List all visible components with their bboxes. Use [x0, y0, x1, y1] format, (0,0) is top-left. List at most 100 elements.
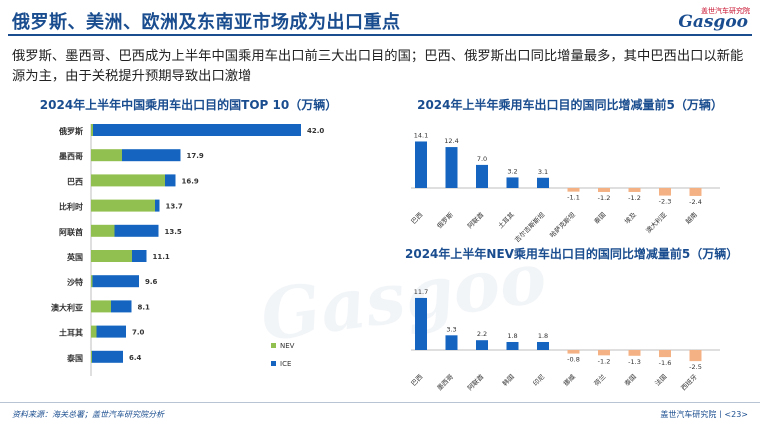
category-label: 西班牙: [679, 372, 700, 393]
value-label: 7.0: [477, 155, 487, 163]
value-label: 3.3: [446, 325, 456, 333]
ice-bar: [132, 250, 147, 262]
chart-nev-yoy-change: 11.7 巴西 3.3 墨西哥 2.2 阿联酋 1.8 韩国 1.8 印尼 -0.8 挪威 -1.2 荷兰…: [410, 288, 720, 393]
decrease-bar: [659, 188, 671, 196]
category-label: 俄罗斯: [58, 126, 83, 136]
decrease-bar: [598, 350, 610, 356]
footer-divider: [0, 402, 760, 403]
value-label: 2.2: [477, 330, 487, 338]
decrease-bar: [689, 350, 702, 362]
value-label: -1.2: [598, 357, 611, 365]
category-label: 澳大利亚: [644, 210, 669, 235]
category-label: 巴西: [67, 177, 83, 186]
chart-nev-yoy-title: 2024年上半年NEV乘用车出口目的国同比增减量前5（万辆）: [405, 247, 739, 261]
increase-bar: [445, 335, 458, 350]
ice-bar: [165, 174, 176, 187]
category-label: 俄罗斯: [435, 210, 456, 231]
category-label: 阿联酋: [465, 372, 486, 393]
category-label: 阿联酋: [59, 227, 83, 237]
category-label: 巴西: [410, 210, 425, 225]
value-label: 6.4: [129, 354, 142, 362]
increase-bar: [476, 340, 488, 350]
value-label: 17.9: [187, 152, 204, 160]
decrease-bar: [689, 188, 702, 196]
chart-yoy-title: 2024年上半年乘用车出口目的国同比增减量前5（万辆）: [417, 98, 723, 112]
category-label: 埃及: [622, 210, 638, 226]
decrease-bar: [598, 188, 610, 192]
category-label: 巴西: [410, 372, 425, 387]
header-divider: [8, 34, 752, 36]
value-label: 42.0: [307, 127, 324, 135]
decrease-bar: [567, 350, 580, 354]
increase-bar: [445, 147, 458, 188]
increase-bar: [537, 341, 549, 350]
category-label: 土耳其: [59, 328, 83, 338]
nev-bar: [91, 325, 97, 338]
ice-bar: [92, 350, 123, 363]
category-label: 哈萨克斯坦: [548, 210, 578, 240]
category-label: 泰国: [66, 353, 83, 363]
value-label: 3.1: [538, 168, 548, 176]
category-label: 阿联酋: [465, 210, 486, 231]
nev-bar: [91, 149, 122, 162]
nev-bar: [91, 224, 115, 237]
category-label: 法国: [653, 372, 669, 388]
ice-bar: [155, 199, 160, 212]
category-label: 泰国: [592, 210, 608, 226]
nev-bar: [91, 275, 93, 288]
value-label: -1.2: [628, 194, 641, 202]
value-label: 1.8: [538, 332, 548, 340]
category-label: 墨西哥: [59, 151, 83, 161]
category-label: 澳大利亚: [51, 302, 83, 312]
value-label: 8.1: [138, 303, 151, 311]
legend-swatch-ice: [271, 361, 276, 366]
value-label: 11.7: [414, 288, 428, 296]
value-label: -2.3: [659, 198, 672, 206]
ice-bar: [122, 149, 181, 162]
category-label: 英国: [66, 252, 83, 262]
increase-bar: [476, 164, 488, 188]
nev-bar: [91, 199, 155, 212]
value-label: 13.7: [166, 203, 183, 211]
value-label: -1.2: [598, 194, 611, 202]
value-label: -2.4: [689, 198, 702, 206]
ice-bar: [96, 325, 126, 338]
footer-source: 资料来源：海关总署；盖世汽车研究院分析: [12, 410, 164, 419]
value-label: 12.4: [444, 137, 458, 145]
category-label: 泰国: [622, 372, 638, 388]
page-title: 俄罗斯、美洲、欧洲及东南亚市场成为出口重点: [12, 12, 401, 33]
legend-label: ICE: [280, 360, 291, 368]
category-label: 韩国: [500, 372, 516, 388]
value-label: 13.5: [165, 228, 182, 236]
value-label: 9.6: [145, 278, 158, 286]
nev-bar: [91, 174, 165, 187]
category-label: 土耳其: [496, 210, 517, 231]
value-label: -1.6: [659, 359, 672, 367]
ice-bar: [93, 124, 301, 136]
value-label: 16.9: [182, 177, 199, 185]
page-subtitle: 俄罗斯、墨西哥、巴西成为上半年中国乘用车出口前三大出口目的国；巴西、俄罗斯出口同…: [12, 49, 744, 84]
increase-bar: [537, 177, 549, 188]
category-label: 墨西哥: [435, 372, 455, 392]
legend-swatch-nev: [271, 343, 276, 348]
category-label: 沙特: [67, 277, 83, 287]
logo-brand-text: 盖世汽车研究院: [701, 7, 750, 15]
category-label: 荷兰: [592, 372, 608, 388]
ice-bar: [92, 275, 139, 288]
chart-yoy-change: 14.1巴西12.4俄罗斯7.0阿联酋3.2土耳其3.1吉尔吉斯斯坦-1.1哈萨…: [410, 131, 720, 244]
value-label: -1.1: [567, 194, 580, 202]
chart-top10-destinations: 俄罗斯 42.0 墨西哥 17.9 巴西 16.9 比利时 13.7 阿联酋 13.5 英国 11.1…: [51, 124, 324, 376]
increase-bar: [506, 341, 519, 350]
category-label: 挪威: [561, 372, 577, 388]
footer-org-page: 盖世汽车研究院丨<23>: [660, 410, 748, 419]
category-label: 比利时: [59, 202, 83, 212]
decrease-bar: [567, 188, 580, 192]
chart-top10-title: 2024年上半年中国乘用车出口目的国TOP 10（万辆）: [39, 98, 338, 112]
nev-bar: [91, 300, 111, 313]
value-label: 1.8: [507, 332, 517, 340]
value-label: 14.1: [414, 131, 428, 139]
gasgoo-logo: 盖世汽车研究院 Gasgoo: [630, 6, 750, 32]
value-label: 7.0: [132, 329, 145, 337]
logo-word: Gasgoo: [678, 12, 748, 32]
value-label: -0.8: [567, 356, 580, 364]
